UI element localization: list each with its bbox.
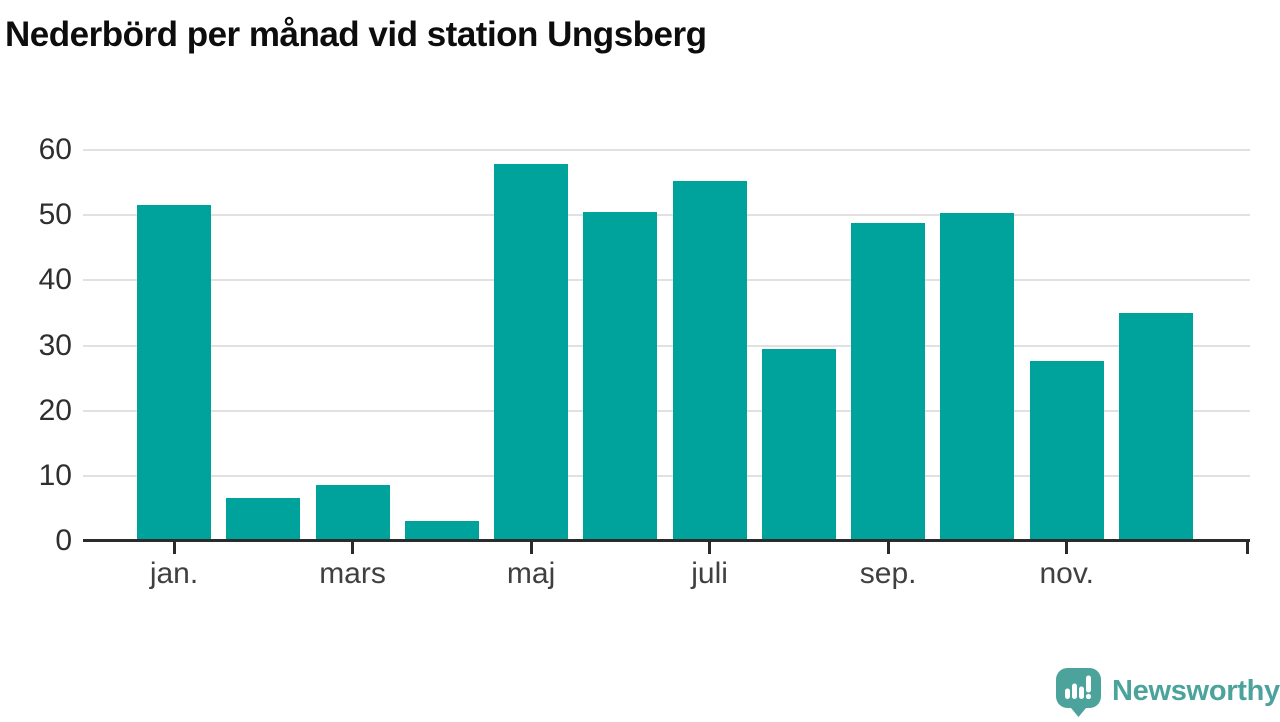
gridline-y-60 bbox=[83, 149, 1250, 151]
y-axis-label-30: 30 bbox=[38, 328, 72, 362]
bar-sep. bbox=[851, 222, 926, 541]
y-axis-label-20: 20 bbox=[38, 393, 72, 427]
gridline-y-40 bbox=[83, 279, 1250, 282]
bar-feb. bbox=[226, 497, 301, 541]
gridline-y-30 bbox=[83, 344, 1250, 347]
bar-jan. bbox=[137, 205, 211, 541]
x-axis-line bbox=[83, 539, 1250, 542]
x-axis-label-maj: maj bbox=[506, 557, 556, 590]
bar-maj bbox=[494, 164, 569, 541]
newsworthy-logo: Newsworthy bbox=[1056, 668, 1280, 717]
x-axis-label-mars: mars bbox=[319, 557, 386, 590]
bar-juni bbox=[583, 211, 658, 541]
x-axis-tick-sep. bbox=[886, 542, 890, 554]
gridline-y-50 bbox=[83, 214, 1250, 217]
y-axis-label-0: 0 bbox=[55, 524, 72, 557]
x-axis-end-tick bbox=[1246, 542, 1249, 554]
y-axis-label-60: 60 bbox=[38, 133, 72, 166]
bar-mars bbox=[315, 484, 390, 541]
newsworthy-bubble-chart-icon bbox=[1056, 668, 1101, 717]
x-axis-label-juli: juli bbox=[691, 557, 728, 590]
y-axis-label-40: 40 bbox=[38, 263, 72, 297]
newsworthy-logo-text: Newsworthy bbox=[1112, 675, 1280, 707]
bar-juli bbox=[672, 181, 747, 541]
x-axis-label-jan.: jan. bbox=[149, 557, 199, 590]
x-axis-tick-jan. bbox=[172, 542, 176, 554]
chart-title: Nederbörd per månad vid station Ungsberg bbox=[5, 15, 707, 54]
gridline-y-20 bbox=[83, 409, 1250, 412]
x-axis-tick-nov. bbox=[1065, 542, 1069, 554]
x-axis-tick-maj bbox=[529, 542, 533, 554]
bar-apr. bbox=[404, 521, 479, 541]
bar-okt. bbox=[940, 212, 1015, 541]
x-axis-label-nov.: nov. bbox=[1039, 557, 1094, 590]
gridline-y-10 bbox=[83, 474, 1250, 477]
bar-aug. bbox=[761, 348, 836, 541]
bar-nov. bbox=[1029, 361, 1104, 541]
bar-dec. bbox=[1118, 312, 1193, 541]
x-axis-tick-mars bbox=[351, 542, 355, 554]
y-axis-label-10: 10 bbox=[38, 458, 72, 492]
y-axis-label-50: 50 bbox=[38, 198, 72, 232]
x-axis-tick-juli bbox=[708, 542, 712, 554]
x-axis-label-sep.: sep. bbox=[859, 557, 917, 590]
